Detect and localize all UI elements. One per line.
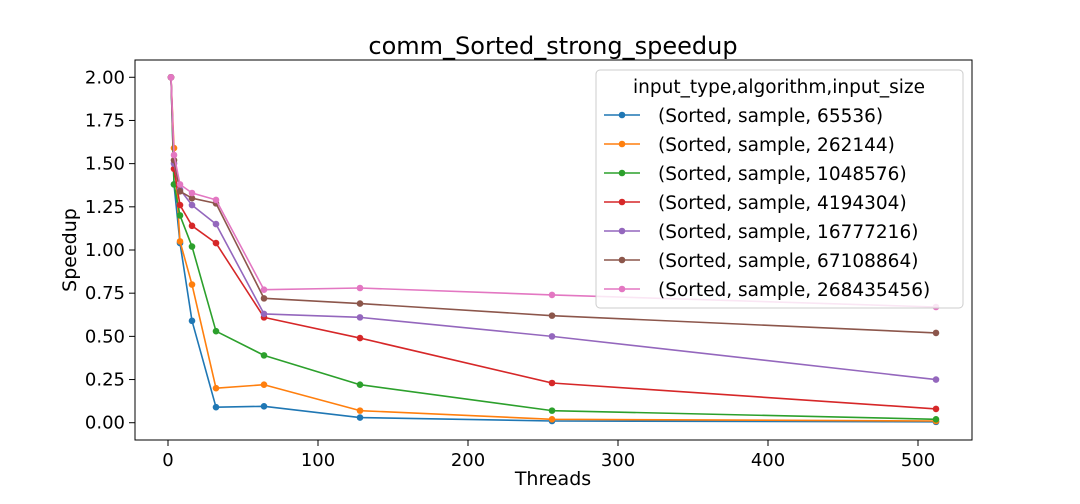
y-axis: 0.00 0.25 0.50 0.75 1.00 1.25 1.50 1.75 2.00: [85, 67, 135, 434]
series-layer: [167, 73, 940, 426]
data-point: [176, 181, 184, 188]
x-tick-label: 500: [901, 450, 935, 471]
y-tick-label: 1.25: [85, 197, 125, 218]
legend: input_type,algorithm,input_size (Sorted,…: [595, 69, 964, 309]
data-point: [932, 405, 940, 413]
data-point: [356, 414, 364, 421]
legend-item: (Sorted, sample, 268435456): [604, 280, 930, 301]
y-tick-label: 1.50: [85, 154, 125, 175]
legend-item: (Sorted, sample, 16777216): [604, 222, 918, 243]
data-point: [356, 407, 364, 414]
data-point: [212, 220, 220, 228]
x-axis: 0 100 200 300 400 500: [162, 440, 935, 471]
data-point: [356, 284, 364, 292]
data-point: [167, 73, 175, 81]
data-point: [356, 314, 364, 321]
data-point: [188, 281, 196, 288]
legend-marker: [618, 198, 626, 206]
data-point: [548, 333, 556, 340]
data-point: [356, 334, 364, 342]
data-point: [548, 415, 556, 423]
legend-title: input_type,algorithm,input_size: [633, 77, 925, 98]
data-point: [260, 286, 268, 294]
x-tick-label: 100: [301, 450, 335, 471]
data-point: [176, 212, 184, 219]
y-axis-label: Speedup: [59, 208, 81, 292]
legend-marker: [618, 256, 626, 264]
legend-label: (Sorted, sample, 262144): [658, 135, 895, 156]
data-point: [260, 381, 268, 389]
chart-title: comm_Sorted_strong_speedup: [368, 32, 737, 60]
x-tick-label: 200: [451, 450, 485, 471]
legend-label: (Sorted, sample, 16777216): [658, 222, 918, 243]
data-point: [548, 407, 556, 414]
data-point: [188, 201, 196, 209]
legend-item: (Sorted, sample, 67108864): [604, 251, 918, 272]
data-point: [260, 295, 268, 302]
data-point: [356, 381, 364, 389]
y-tick-label: 1.75: [85, 110, 125, 131]
data-point: [176, 238, 184, 245]
data-point: [260, 310, 268, 318]
data-point: [188, 222, 196, 230]
y-tick-label: 0.00: [85, 413, 125, 434]
y-tick-label: 1.00: [85, 240, 125, 261]
data-point: [212, 239, 220, 247]
data-point: [212, 384, 220, 392]
legend-label: (Sorted, sample, 67108864): [658, 251, 918, 272]
legend-label: (Sorted, sample, 4194304): [658, 193, 907, 214]
data-point: [212, 196, 220, 204]
y-tick-label: 0.50: [85, 326, 125, 347]
data-point: [188, 189, 196, 197]
data-point: [176, 201, 184, 209]
legend-items: (Sorted, sample, 65536) (Sorted, sample, …: [604, 106, 930, 301]
data-point: [188, 194, 196, 202]
data-point: [932, 415, 940, 423]
x-tick-label: 300: [601, 450, 635, 471]
data-point: [932, 376, 940, 383]
legend-marker: [618, 140, 626, 148]
legend-marker: [618, 169, 626, 177]
legend-item: (Sorted, sample, 262144): [604, 135, 895, 156]
data-point: [932, 329, 940, 337]
y-tick-label: 2.00: [85, 67, 125, 88]
x-tick-label: 400: [751, 450, 785, 471]
data-point: [356, 300, 364, 307]
data-point: [260, 403, 268, 410]
legend-item: (Sorted, sample, 1048576): [604, 164, 907, 185]
legend-label: (Sorted, sample, 1048576): [658, 164, 907, 185]
x-tick-label: 0: [162, 450, 173, 471]
data-point: [260, 352, 268, 359]
y-tick-label: 0.75: [85, 283, 125, 304]
x-axis-label: Threads: [514, 468, 591, 490]
series-3: [167, 73, 940, 423]
data-point: [548, 379, 556, 387]
legend-marker: [618, 227, 626, 235]
y-tick-label: 0.25: [85, 370, 125, 391]
legend-item: (Sorted, sample, 4194304): [604, 193, 907, 214]
legend-label: (Sorted, sample, 268435456): [658, 280, 930, 301]
legend-label: (Sorted, sample, 65536): [658, 106, 883, 127]
legend-marker: [618, 285, 626, 293]
data-point: [548, 291, 556, 299]
legend-box: [595, 69, 964, 309]
data-point: [548, 312, 556, 319]
legend-marker: [618, 111, 626, 119]
data-point: [188, 243, 196, 250]
data-point: [212, 327, 220, 335]
data-point: [170, 151, 178, 159]
data-point: [188, 317, 196, 325]
legend-item: (Sorted, sample, 65536): [604, 106, 883, 127]
data-point: [212, 403, 220, 411]
data-point: [176, 187, 184, 195]
